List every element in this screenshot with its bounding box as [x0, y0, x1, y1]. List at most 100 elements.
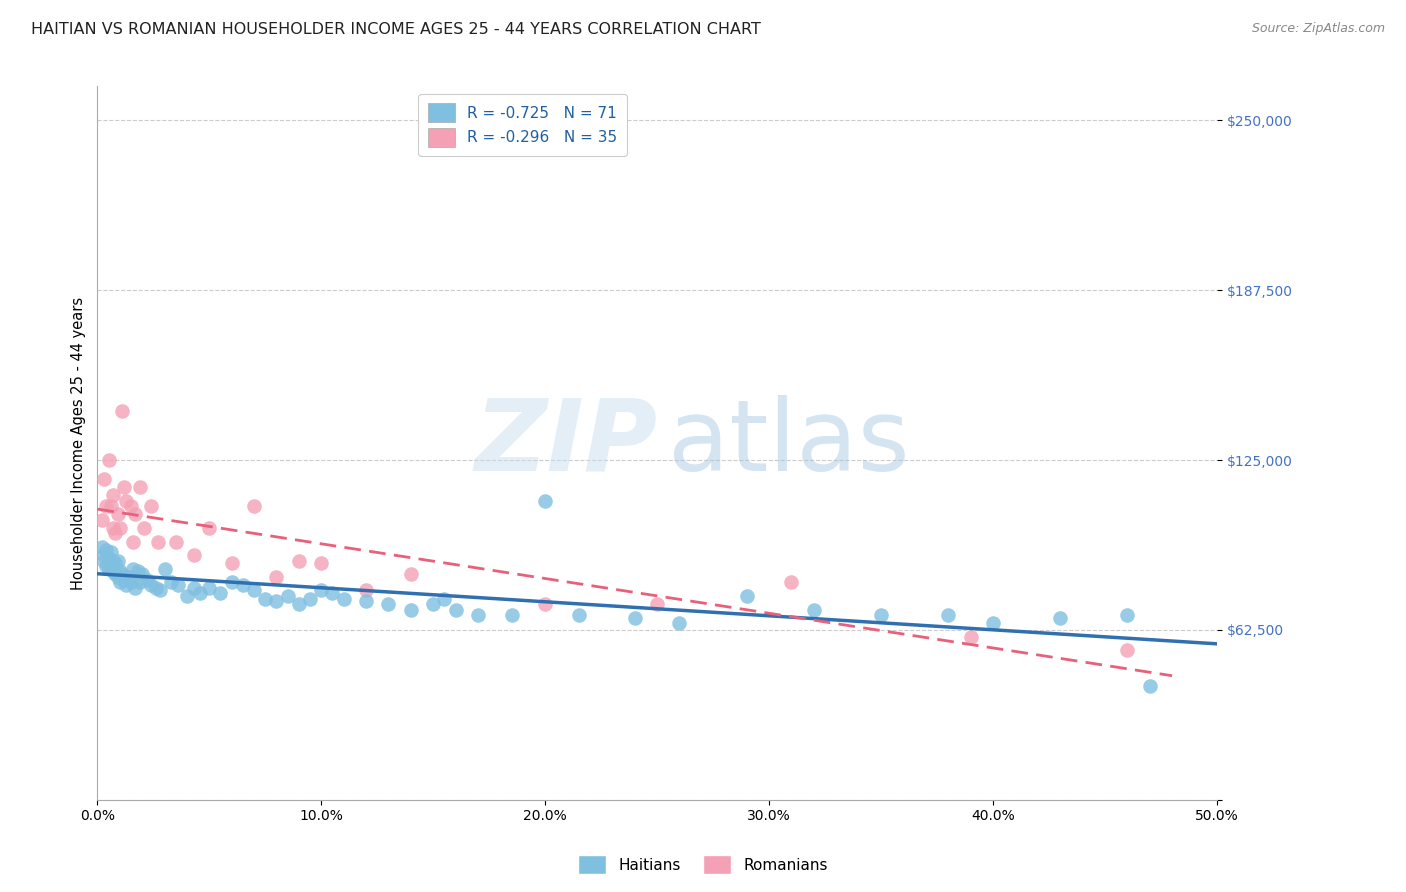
Point — [118, 570, 141, 584]
Point — [534, 597, 557, 611]
Point — [111, 567, 134, 582]
Point — [120, 575, 142, 590]
Point — [100, 559, 122, 574]
Point — [467, 607, 489, 622]
Point — [1049, 610, 1071, 624]
Point — [90, 540, 112, 554]
Point — [623, 610, 645, 624]
Point — [97, 550, 120, 565]
Point — [124, 508, 146, 522]
Point — [266, 594, 288, 608]
Point — [97, 453, 120, 467]
Point — [959, 630, 981, 644]
Point — [288, 597, 311, 611]
Point — [1116, 643, 1139, 657]
Point — [399, 602, 422, 616]
Point — [299, 591, 322, 606]
Point — [160, 575, 183, 590]
Point — [100, 500, 122, 514]
Point — [104, 557, 127, 571]
Point — [981, 616, 1004, 631]
Point — [288, 553, 311, 567]
Point — [266, 570, 288, 584]
Point — [254, 591, 277, 606]
Y-axis label: Householder Income Ages 25 - 44 years: Householder Income Ages 25 - 44 years — [72, 296, 86, 590]
Point — [146, 534, 169, 549]
Point — [198, 581, 221, 595]
Point — [149, 583, 172, 598]
Point — [93, 548, 115, 562]
Point — [128, 575, 150, 590]
Point — [97, 562, 120, 576]
Point — [101, 521, 124, 535]
Point — [501, 607, 523, 622]
Point — [96, 542, 118, 557]
Point — [93, 553, 115, 567]
Point — [780, 575, 803, 590]
Point — [107, 508, 129, 522]
Point — [232, 578, 254, 592]
Legend: Haitians, Romanians: Haitians, Romanians — [572, 849, 834, 880]
Point — [96, 500, 118, 514]
Point — [803, 602, 825, 616]
Point — [115, 493, 138, 508]
Point — [112, 480, 135, 494]
Point — [104, 526, 127, 541]
Point — [354, 594, 377, 608]
Point — [321, 586, 343, 600]
Point — [209, 586, 232, 600]
Point — [422, 597, 444, 611]
Point — [97, 557, 120, 571]
Point — [243, 500, 266, 514]
Point — [90, 513, 112, 527]
Point — [128, 480, 150, 494]
Point — [93, 472, 115, 486]
Point — [108, 575, 131, 590]
Point — [309, 557, 332, 571]
Legend: R = -0.725   N = 71, R = -0.296   N = 35: R = -0.725 N = 71, R = -0.296 N = 35 — [419, 94, 627, 156]
Point — [139, 500, 162, 514]
Point — [112, 573, 135, 587]
Point — [309, 583, 332, 598]
Point — [135, 573, 157, 587]
Point — [101, 553, 124, 567]
Point — [534, 493, 557, 508]
Point — [115, 578, 138, 592]
Point — [1116, 607, 1139, 622]
Point — [122, 534, 145, 549]
Point — [131, 567, 153, 582]
Point — [221, 557, 243, 571]
Point — [183, 548, 205, 562]
Point — [120, 500, 142, 514]
Point — [936, 607, 959, 622]
Point — [568, 607, 591, 622]
Point — [198, 521, 221, 535]
Point — [188, 586, 211, 600]
Point — [139, 578, 162, 592]
Point — [668, 616, 690, 631]
Text: atlas: atlas — [668, 394, 910, 491]
Point — [183, 581, 205, 595]
Point — [122, 562, 145, 576]
Point — [134, 521, 156, 535]
Point — [165, 534, 187, 549]
Point — [277, 589, 299, 603]
Point — [377, 597, 399, 611]
Point — [108, 565, 131, 579]
Point — [433, 591, 456, 606]
Point — [107, 570, 129, 584]
Point — [145, 581, 167, 595]
Point — [100, 545, 122, 559]
Point — [221, 575, 243, 590]
Point — [243, 583, 266, 598]
Point — [104, 567, 127, 582]
Point — [1139, 679, 1161, 693]
Text: ZIP: ZIP — [474, 394, 657, 491]
Point — [870, 607, 893, 622]
Point — [332, 591, 354, 606]
Point — [101, 565, 124, 579]
Point — [167, 578, 190, 592]
Point — [127, 565, 149, 579]
Point — [354, 583, 377, 598]
Point — [645, 597, 668, 611]
